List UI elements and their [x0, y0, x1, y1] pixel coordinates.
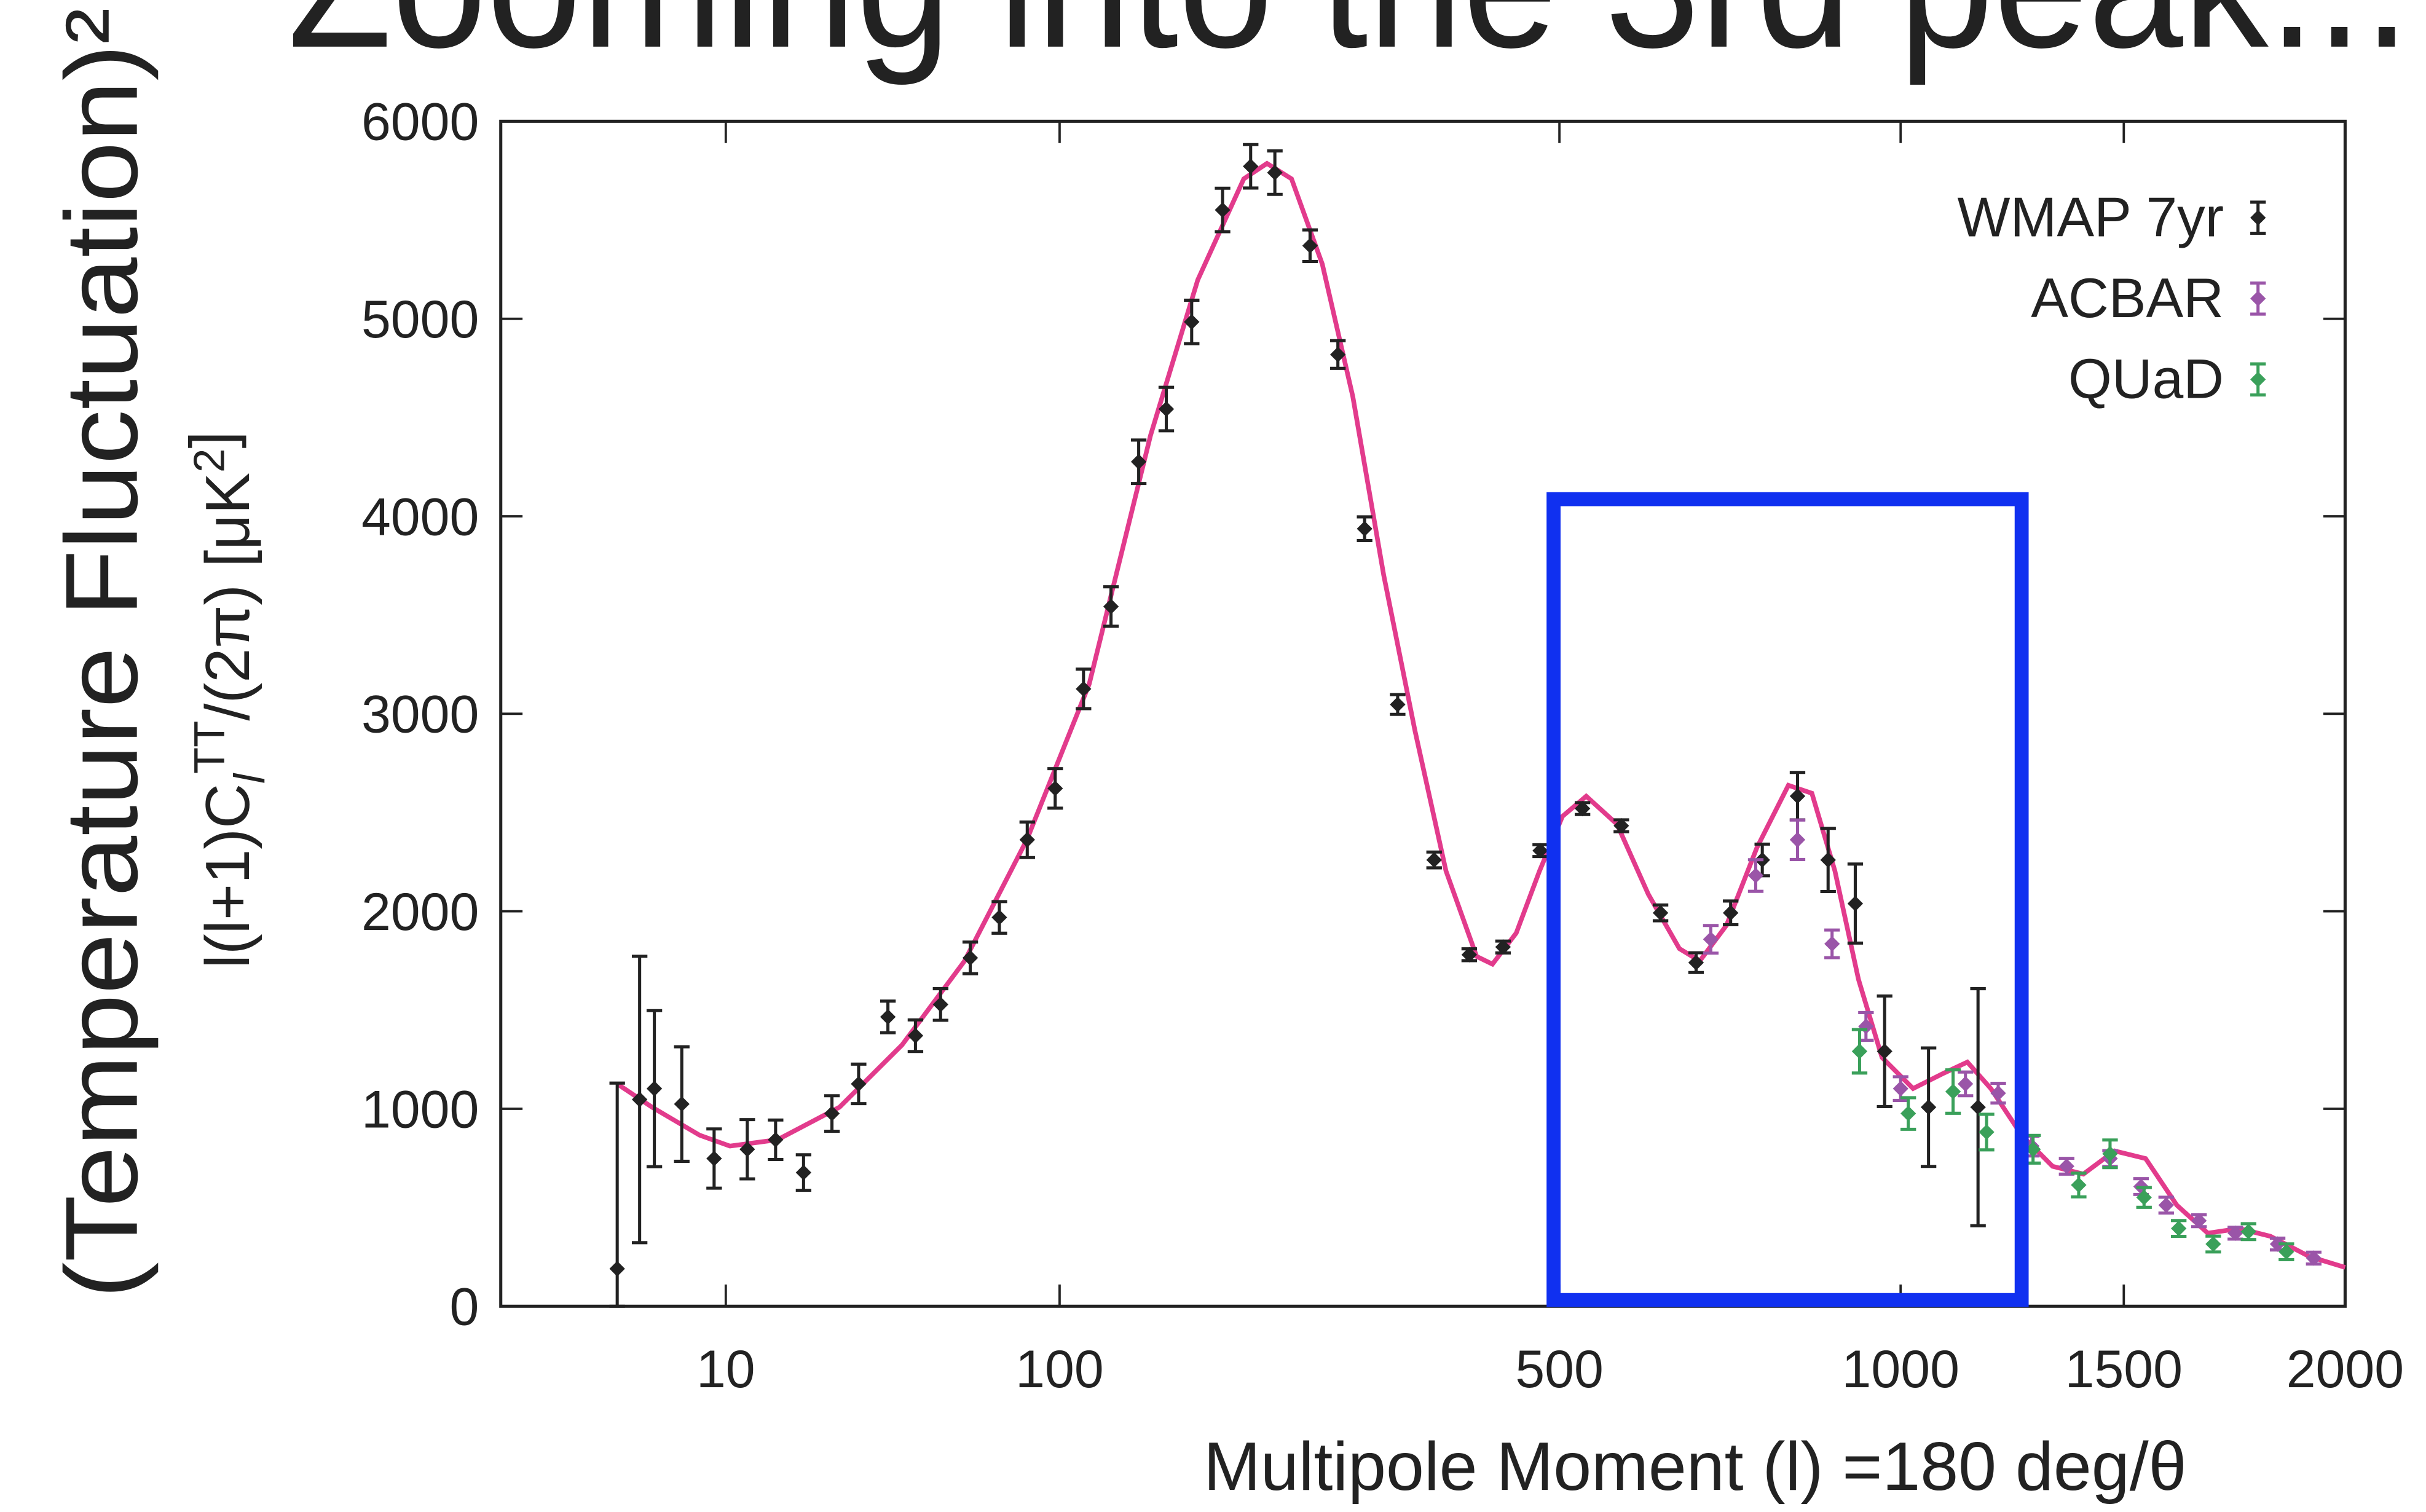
data-point — [1970, 1099, 1986, 1116]
data-point — [1390, 696, 1406, 712]
data-point — [1461, 947, 1478, 963]
data-point — [1267, 165, 1283, 181]
data-point — [1330, 347, 1346, 363]
data-point — [962, 950, 979, 966]
slide-title: Zooming into the 3rd peak... — [288, 0, 2411, 87]
data-point — [795, 1165, 812, 1181]
legend-label: ACBAR — [2031, 267, 2224, 329]
data-point — [824, 1106, 840, 1122]
x-tick-label: 10 — [696, 1340, 755, 1399]
data-point — [1215, 202, 1231, 218]
legend-marker — [2250, 291, 2266, 307]
data-point — [2102, 1146, 2118, 1162]
data-point — [2136, 1189, 2152, 1205]
data-point — [674, 1096, 690, 1112]
y-tick-label: 6000 — [361, 93, 479, 152]
data-point — [2171, 1221, 2187, 1237]
data-point — [2278, 1243, 2294, 1260]
legend-marker — [2250, 371, 2266, 387]
y-axis-label: l(l+1)ClTT/(2π) [μK2] — [178, 431, 275, 968]
data-point — [1723, 905, 1739, 921]
y-tick-label: 0 — [449, 1278, 479, 1337]
data-point — [739, 1141, 755, 1157]
data-point — [2306, 1250, 2322, 1266]
data-point — [2191, 1213, 2207, 1229]
y-label-part: ] — [178, 431, 247, 448]
data-point — [1851, 1043, 1868, 1060]
y-tick-label: 1000 — [361, 1080, 479, 1139]
data-point — [1243, 158, 1259, 175]
x-axis-label: Multipole Moment (l) =180 deg/θ — [1203, 1428, 2186, 1505]
data-point — [2240, 1224, 2256, 1240]
legend-label: WMAP 7yr — [1958, 187, 2224, 249]
legend-marker — [2250, 210, 2266, 226]
y-label-part: l(l+1)C — [193, 784, 262, 969]
y-tick-label: 5000 — [361, 290, 479, 349]
data-point — [1613, 817, 1629, 834]
data-point — [1184, 314, 1200, 330]
data-point — [1047, 781, 1063, 797]
data-point — [1900, 1106, 1916, 1122]
data-point — [2227, 1225, 2243, 1242]
y-label-part: l — [226, 773, 274, 784]
y-label-part: 2 — [185, 449, 234, 473]
y-label-part: TT — [185, 721, 234, 774]
data-point — [1426, 852, 1442, 868]
data-point — [1575, 800, 1591, 817]
data-point — [609, 1261, 625, 1277]
data-point — [991, 909, 1007, 926]
data-point — [1824, 935, 1840, 952]
data-point — [1789, 832, 1806, 848]
data-point — [2158, 1197, 2174, 1213]
data-point — [1357, 521, 1373, 537]
data-point — [1747, 867, 1764, 884]
data-point — [1958, 1076, 1974, 1092]
plot-layer: 0 1000 2000 3000 4000 5000 6000 10 100 500 1000 150… — [361, 93, 2404, 1399]
data-point — [1990, 1085, 2006, 1101]
data-point — [1847, 896, 1864, 912]
side-label: (Temperature Fluctuation)² — [45, 8, 159, 1299]
data-point — [1495, 939, 1511, 955]
data-point — [1920, 1099, 1937, 1116]
data-point — [1019, 832, 1035, 848]
data-point — [1945, 1084, 1961, 1100]
data-point — [2071, 1177, 2087, 1193]
data-point — [1789, 788, 1806, 804]
data-point — [851, 1076, 867, 1092]
highlight-box — [1546, 492, 2029, 1307]
data-point — [1130, 454, 1147, 470]
data-point — [880, 1009, 896, 1025]
data-point — [2205, 1236, 2221, 1252]
data-point — [706, 1151, 722, 1167]
data-point — [2058, 1158, 2074, 1175]
x-tick-label: 1000 — [1842, 1340, 1959, 1399]
x-tick-label: 2000 — [2286, 1340, 2404, 1399]
data-point — [646, 1081, 663, 1097]
data-point — [932, 996, 948, 1012]
x-tick-label: 100 — [1015, 1340, 1104, 1399]
data-point — [1703, 931, 1719, 947]
data-point — [1892, 1081, 1908, 1097]
data-point — [1979, 1124, 1995, 1140]
y-tick-label: 2000 — [361, 883, 479, 942]
data-point — [2025, 1141, 2041, 1157]
data-point — [1877, 1043, 1892, 1060]
data-point — [1688, 955, 1704, 971]
data-point — [1302, 238, 1318, 254]
data-point — [2269, 1236, 2286, 1252]
data-point — [1652, 905, 1669, 921]
x-tick-label: 1500 — [2065, 1340, 2183, 1399]
y-tick-label: 4000 — [361, 487, 479, 546]
y-tick-label: 3000 — [361, 685, 479, 744]
data-point — [768, 1132, 784, 1148]
data-point — [1103, 599, 1119, 615]
data-point — [907, 1028, 924, 1044]
y-label-part: /(2π) [μK — [193, 473, 262, 721]
data-point — [1820, 852, 1836, 868]
data-point — [1158, 401, 1175, 417]
x-tick-label: 500 — [1515, 1340, 1604, 1399]
legend-label: QUaD — [2068, 348, 2224, 411]
